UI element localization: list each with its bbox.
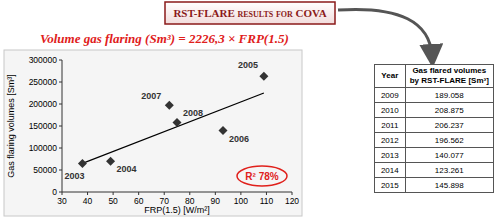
table-cell: 140.077 <box>405 148 493 163</box>
annotation-oval <box>237 166 287 186</box>
table-cell: 2009 <box>375 88 406 103</box>
x-tick-label: 50 <box>108 196 118 206</box>
x-axis-label: FRP(1.5) [W/m²] <box>144 205 210 215</box>
x-tick <box>62 192 63 195</box>
data-point <box>219 126 228 135</box>
trend-line <box>82 93 263 163</box>
table-cell: 189.058 <box>405 88 493 103</box>
x-tick-label: 90 <box>211 196 221 206</box>
x-tick-label: 30 <box>57 196 67 206</box>
data-point <box>106 157 115 166</box>
table-cell: 123.261 <box>405 163 493 178</box>
table-row: 2012196.562 <box>375 133 494 148</box>
table-row: 2010208.875 <box>375 103 494 118</box>
x-tick <box>189 192 190 195</box>
x-axis <box>62 192 292 193</box>
y-tick-label: 50000 <box>33 165 57 175</box>
table-cell: 208.875 <box>405 103 493 118</box>
x-tick <box>138 192 139 195</box>
banner-title: RST-FLARE results for COVA <box>173 7 326 19</box>
x-tick-label: 40 <box>83 196 93 206</box>
plot-marks <box>78 72 268 168</box>
chart-title: Volume gas flaring (Sm³) = 2226,3 × FRP(… <box>40 31 289 46</box>
table-header: Gas flared volumes by RST-FLARE [Sm³] <box>405 65 493 88</box>
x-tick <box>240 192 241 195</box>
y-tick-label: 200000 <box>29 99 58 109</box>
annotation: R² 78% <box>245 171 278 182</box>
y-tick-label: 150000 <box>29 121 58 131</box>
x-tick-label: 100 <box>234 196 248 206</box>
x-tick <box>266 192 267 195</box>
table-cell: 206.237 <box>405 118 493 133</box>
data-point <box>78 159 87 168</box>
table-cell: 2012 <box>375 133 406 148</box>
y-tick-label: 250000 <box>29 77 58 87</box>
table-cell: 2010 <box>375 103 406 118</box>
table-cell: 2014 <box>375 163 406 178</box>
table-header-row: YearGas flared volumes by RST-FLARE [Sm³… <box>375 65 494 88</box>
table-cell: 2013 <box>375 148 406 163</box>
y-tick-label: 100000 <box>29 143 58 153</box>
point-label: 2004 <box>117 164 137 174</box>
x-tick <box>87 192 88 195</box>
table-cell: 145.898 <box>405 178 493 193</box>
data-point <box>165 101 174 110</box>
y-tick <box>59 126 62 127</box>
table-row: 2013140.077 <box>375 148 494 163</box>
point-label: 2007 <box>141 91 161 101</box>
y-tick-label: 300000 <box>29 55 58 65</box>
table-cell: 2011 <box>375 118 406 133</box>
point-label: 2006 <box>229 134 249 144</box>
y-tick <box>59 170 62 171</box>
data-point <box>259 72 268 81</box>
table-row: 2014123.261 <box>375 163 494 178</box>
table-row: 2011206.237 <box>375 118 494 133</box>
chart-frame <box>4 50 302 216</box>
x-tick-label: 120 <box>285 196 299 206</box>
table-row: 2009189.058 <box>375 88 494 103</box>
x-tick-label: 60 <box>134 196 144 206</box>
arrow <box>338 9 432 56</box>
x-tick <box>292 192 293 195</box>
x-tick-label: 110 <box>260 196 274 206</box>
point-label: 2005 <box>238 60 258 70</box>
table-header: Year <box>375 65 406 88</box>
y-tick <box>59 82 62 83</box>
x-tick <box>215 192 216 195</box>
table: YearGas flared volumes by RST-FLARE [Sm³… <box>374 64 494 193</box>
x-tick <box>164 192 165 195</box>
point-label: 2003 <box>64 171 84 181</box>
table-cell: 2015 <box>375 178 406 193</box>
table-row: 2015145.898 <box>375 178 494 193</box>
x-tick <box>113 192 114 195</box>
y-tick <box>59 60 62 61</box>
y-tick <box>59 148 62 149</box>
y-axis-label: Gas flaring volumes [Sm³] <box>6 74 16 178</box>
data-point <box>173 118 182 127</box>
y-tick <box>59 104 62 105</box>
table-cell: 196.562 <box>405 133 493 148</box>
banner-box <box>165 2 335 24</box>
point-label: 2008 <box>183 108 203 118</box>
